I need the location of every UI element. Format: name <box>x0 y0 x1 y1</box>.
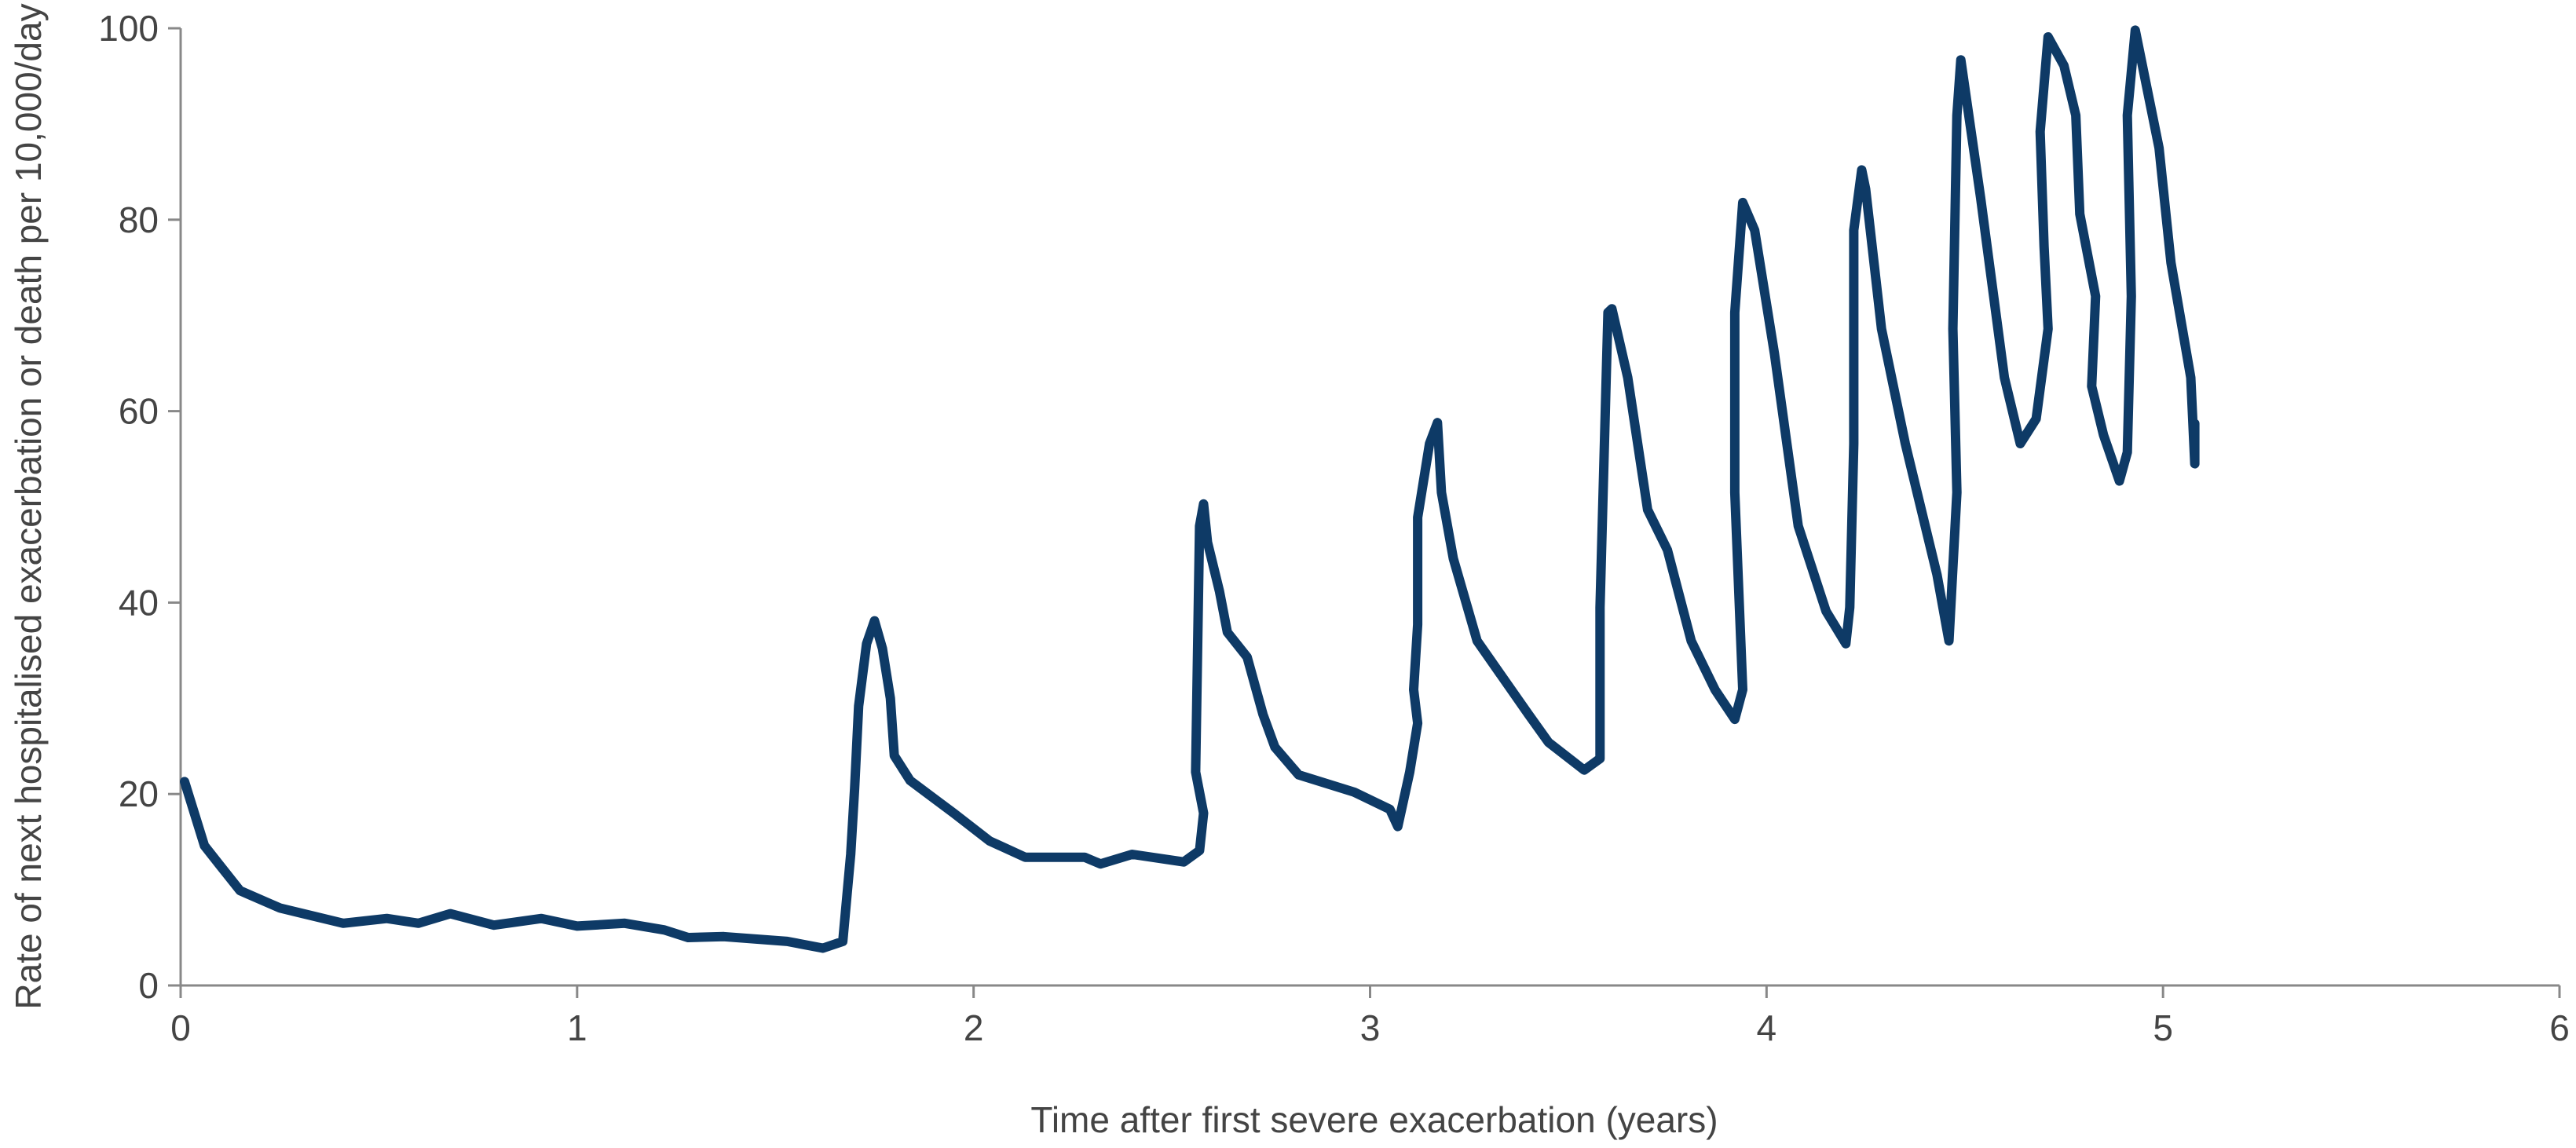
x-tick-label: 5 <box>2153 1007 2173 1048</box>
x-axis-label: Time after first severe exacerbation (ye… <box>1030 1099 1718 1140</box>
y-tick-label: 100 <box>98 8 159 49</box>
x-tick-label: 0 <box>170 1007 191 1048</box>
y-tick-label: 80 <box>119 199 159 240</box>
x-tick-label: 2 <box>964 1007 984 1048</box>
x-tick-label: 3 <box>1360 1007 1381 1048</box>
x-tick-label: 4 <box>1757 1007 1777 1048</box>
y-tick-label: 0 <box>138 965 159 1006</box>
data-line <box>180 25 2200 953</box>
y-tick-label: 40 <box>119 582 159 623</box>
x-tick-label: 6 <box>2549 1007 2570 1048</box>
y-tick-label: 20 <box>119 773 159 814</box>
y-tick-label: 60 <box>119 391 159 432</box>
x-tick-label: 1 <box>567 1007 587 1048</box>
y-axis-label: Rate of next hospitalised exacerbation o… <box>8 3 49 1009</box>
